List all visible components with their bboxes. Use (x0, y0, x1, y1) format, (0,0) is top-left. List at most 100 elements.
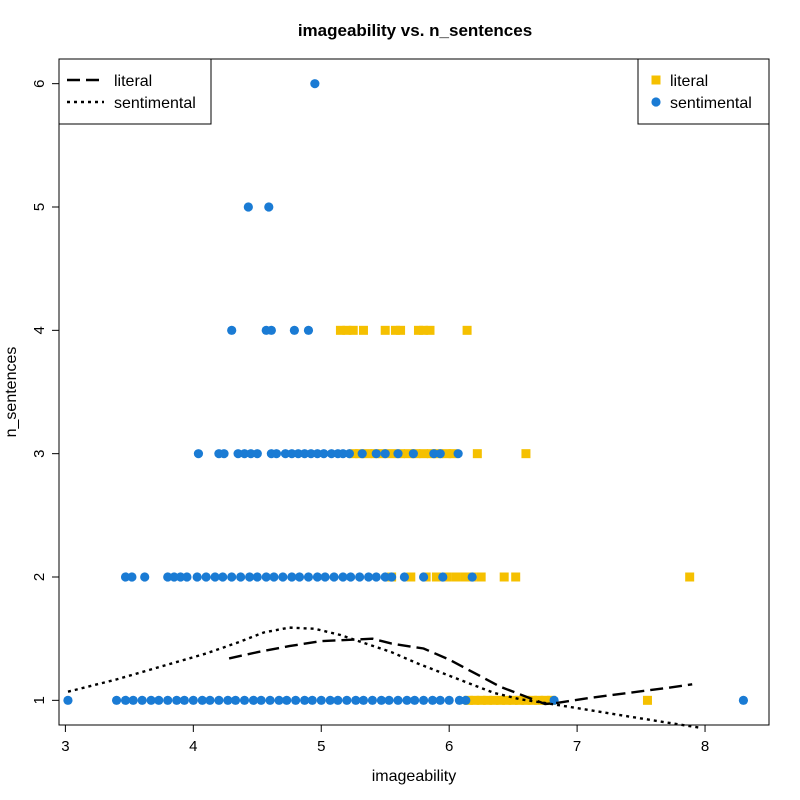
point-literal (462, 325, 472, 335)
point-sentimental (287, 572, 297, 582)
point-literal (521, 449, 531, 459)
point-literal (431, 572, 441, 582)
point-literal (451, 572, 461, 582)
point-sentimental (233, 449, 243, 459)
point-literal (380, 325, 390, 335)
point-sentimental (384, 695, 394, 705)
point-sentimental (326, 449, 337, 459)
point-literal (413, 325, 423, 335)
point-sentimental (205, 695, 215, 705)
legend-box (58, 58, 212, 125)
y-tick-label: 4 (31, 326, 48, 334)
point-literal (470, 695, 480, 705)
x-axis: 3 4 5 6 7 8 (61, 724, 709, 755)
point-sentimental (248, 695, 259, 705)
point-sentimental (738, 695, 749, 705)
point-literal (511, 572, 521, 582)
point-sentimental (63, 695, 73, 705)
point-sentimental (227, 325, 237, 335)
point-sentimental (310, 79, 320, 89)
point-literal (495, 695, 505, 705)
line-literal (228, 637, 693, 706)
point-sentimental (300, 695, 310, 705)
point-sentimental (278, 572, 288, 582)
point-sentimental (287, 449, 297, 459)
point-sentimental (358, 695, 369, 705)
point-sentimental (137, 695, 147, 705)
point-sentimental (193, 449, 204, 459)
point-sentimental (252, 572, 262, 582)
point-sentimental (163, 572, 173, 582)
point-sentimental (427, 695, 438, 705)
y-tick-label: 3 (31, 449, 48, 457)
point-sentimental (291, 695, 301, 705)
point-sentimental (418, 695, 429, 705)
point-sentimental (219, 449, 229, 459)
point-sentimental (429, 449, 439, 459)
y-tick-label: 2 (31, 573, 48, 581)
point-sentimental (408, 449, 418, 459)
point-sentimental (120, 572, 131, 582)
point-sentimental (467, 572, 477, 582)
point-sentimental (363, 572, 374, 582)
point-sentimental (399, 572, 410, 582)
point-sentimental (294, 572, 305, 582)
point-sentimental (223, 695, 233, 705)
point-literal (502, 695, 512, 705)
point-sentimental (154, 695, 164, 705)
point-sentimental (306, 449, 316, 459)
point-sentimental (201, 572, 211, 582)
point-sentimental (300, 449, 310, 459)
point-sentimental (325, 695, 335, 705)
point-sentimental (269, 572, 279, 582)
x-tick-label: 6 (445, 738, 453, 755)
point-literal (335, 325, 345, 335)
x-tick-label: 5 (317, 738, 325, 755)
point-sentimental (371, 572, 381, 582)
point-sentimental (252, 449, 262, 459)
series-literal-points (335, 325, 695, 705)
point-sentimental (146, 695, 156, 705)
point-sentimental (128, 695, 138, 705)
point-sentimental (307, 695, 317, 705)
x-tick-label: 3 (61, 738, 69, 755)
point-literal (540, 695, 550, 705)
point-sentimental (245, 572, 255, 582)
y-tick-label: 5 (31, 203, 48, 211)
point-sentimental (342, 695, 352, 705)
point-literal (476, 572, 486, 582)
point-sentimental (367, 695, 378, 705)
point-sentimental (380, 449, 390, 459)
point-sentimental (355, 572, 365, 582)
point-sentimental (303, 325, 314, 335)
y-axis: 1 2 3 4 5 6 (31, 79, 60, 705)
point-literal (406, 572, 416, 582)
point-sentimental (282, 695, 292, 705)
point-sentimental (197, 695, 207, 705)
legend-label: literal (114, 73, 152, 90)
x-tick-label: 7 (573, 738, 581, 755)
point-sentimental (169, 572, 179, 582)
point-sentimental (243, 202, 253, 212)
y-tick-label: 1 (31, 696, 48, 704)
point-literal (685, 572, 695, 582)
point-literal (508, 695, 518, 705)
legend-label: sentimental (114, 95, 196, 112)
point-literal (358, 325, 368, 335)
point-literal (448, 449, 458, 459)
point-sentimental (239, 449, 250, 459)
point-sentimental (376, 695, 386, 705)
point-literal (390, 325, 400, 335)
point-sentimental (461, 695, 471, 705)
point-sentimental (344, 449, 354, 459)
legend-top-left: literal sentimental (58, 58, 212, 125)
point-sentimental (312, 572, 323, 582)
legend-label: literal (670, 73, 708, 90)
point-sentimental (387, 572, 397, 582)
point-sentimental (261, 572, 271, 582)
point-sentimental (271, 449, 282, 459)
point-sentimental (179, 695, 189, 705)
point-sentimental (140, 572, 150, 582)
point-sentimental (256, 695, 266, 705)
